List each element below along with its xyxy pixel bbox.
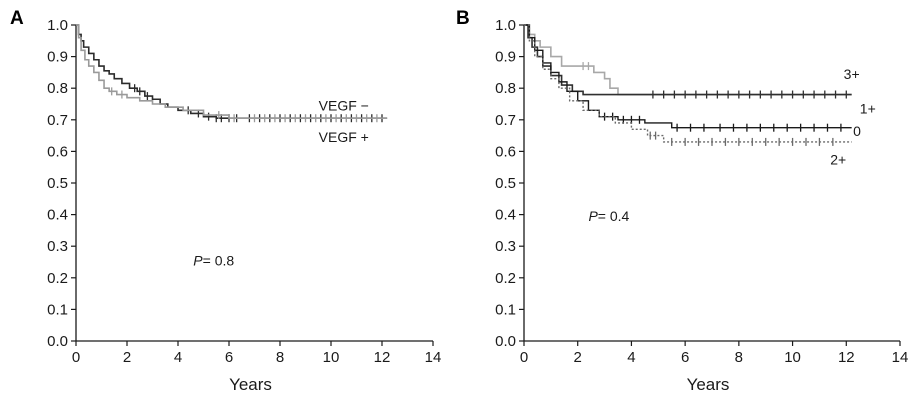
panel-b-y-tick-label: 0.5 xyxy=(495,175,516,192)
panel-b-y-tick-label: 0.2 xyxy=(495,270,516,287)
panel-b-series-3-line xyxy=(524,24,852,129)
panel-a-x-tick-label: 8 xyxy=(276,349,284,366)
panel-a-x-tick-label: 2 xyxy=(123,349,131,366)
panel-a-series-1-label: VEGF − xyxy=(319,98,369,114)
panel-a-x-tick-label: 4 xyxy=(174,349,182,366)
panel-b-y-tick-label: 0.0 xyxy=(495,333,516,350)
panel-a-y-tick-label: 0.4 xyxy=(47,207,68,224)
panel-b-y-tick-label: 0.4 xyxy=(495,207,516,224)
panel-a-series-2-label: VEGF + xyxy=(319,129,369,145)
panel-a-x-tick-label: 14 xyxy=(425,349,442,366)
panel-a-y-tick-label: 0.2 xyxy=(47,270,68,287)
panel-b-series-2-line xyxy=(524,24,852,96)
panel-b-y-tick-label: 0.8 xyxy=(495,80,516,97)
panel-a-series-2-line xyxy=(76,24,388,120)
panel-b-y-tick-label: 0.6 xyxy=(495,143,516,160)
panel-a-axes xyxy=(75,25,433,342)
panel-b-series-1-label: 3+ xyxy=(844,66,860,82)
panel-a: A 0.0 0.1 0.2 0.3 0.4 0.5 0.6 0.7 0.8 0.9 1.0 0 2 4 6 8 1… xyxy=(10,8,441,394)
panel-a-x-tick-label: 12 xyxy=(374,349,391,366)
panel-b-x-tick-label: 8 xyxy=(735,349,743,366)
panel-b-x-tick-label: 12 xyxy=(838,349,855,366)
panel-b-label: B xyxy=(456,8,470,29)
panel-b-x-tick-label: 14 xyxy=(892,349,909,366)
panel-a-y-tick-label: 0.1 xyxy=(47,301,68,318)
panel-a-y-tick-label: 0.3 xyxy=(47,238,68,255)
panel-b-x-tick-label: 6 xyxy=(681,349,689,366)
panel-b-y-tick-label: 0.3 xyxy=(495,238,516,255)
panel-b: B 0.0 0.1 0.2 0.3 0.4 0.5 0.6 0.7 0.8 0.9 1.0 0 2 4 6 8 1… xyxy=(456,8,908,394)
panel-a-y-tick-label: 1.0 xyxy=(47,17,68,34)
panel-b-series-3-label: 0 xyxy=(853,123,861,139)
panel-b-series-1-line xyxy=(524,24,852,96)
panel-b-series-4-line xyxy=(524,24,852,143)
panel-b-series-4-label: 2+ xyxy=(830,151,846,167)
panel-a-y-tick-label: 0.8 xyxy=(47,80,68,97)
panel-a-y-tick-label: 0.7 xyxy=(47,112,68,129)
panel-b-y-tick-label: 0.1 xyxy=(495,301,516,318)
panel-b-p-value: P= 0.4 xyxy=(588,208,629,224)
panel-a-label: A xyxy=(10,8,24,29)
panel-a-y-tick-label: 0.0 xyxy=(47,333,68,350)
panel-b-x-tick-label: 10 xyxy=(784,349,801,366)
panel-b-x-tick-label: 0 xyxy=(520,349,528,366)
panel-a-x-tick-label: 6 xyxy=(225,349,233,366)
panel-b-x-tick-label: 2 xyxy=(574,349,582,366)
panel-a-x-axis-label: Years xyxy=(229,375,272,394)
panel-a-p-value: P= 0.8 xyxy=(193,252,234,268)
panel-a-series-1-line xyxy=(76,24,388,120)
panel-b-x-axis-label: Years xyxy=(687,375,730,394)
panel-a-y-tick-label: 0.5 xyxy=(47,175,68,192)
panel-a-y-tick-label: 0.6 xyxy=(47,143,68,160)
panel-b-series-2-label: 1+ xyxy=(860,101,876,117)
panel-b-y-tick-label: 0.9 xyxy=(495,49,516,66)
panel-b-y-tick-label: 1.0 xyxy=(495,17,516,34)
panel-a-y-tick-label: 0.9 xyxy=(47,49,68,66)
panel-a-x-tick-label: 10 xyxy=(323,349,340,366)
panel-b-y-tick-label: 0.7 xyxy=(495,112,516,129)
panel-b-x-tick-label: 4 xyxy=(627,349,635,366)
panel-a-x-tick-label: 0 xyxy=(72,349,80,366)
